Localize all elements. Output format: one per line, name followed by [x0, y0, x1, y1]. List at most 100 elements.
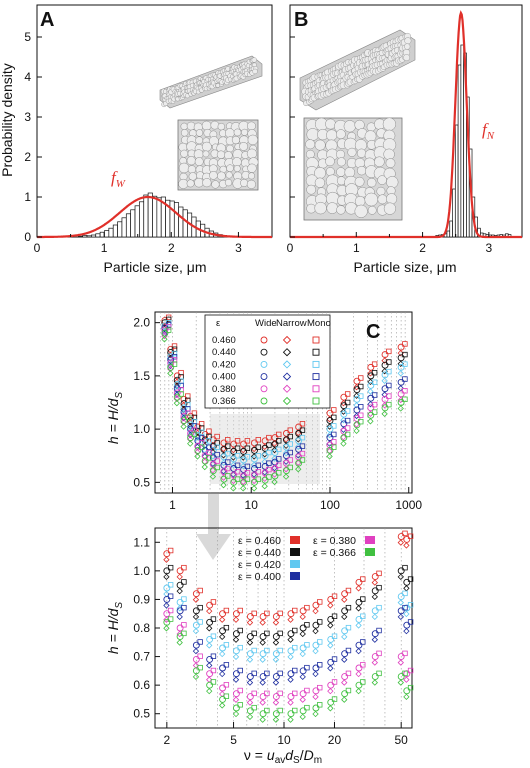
- data-point: [261, 452, 269, 460]
- data-point: [240, 485, 247, 492]
- histogram-bar: [134, 205, 140, 238]
- data-point: [312, 693, 319, 701]
- data-point: [234, 476, 241, 482]
- data-point: [276, 456, 282, 462]
- y-tick-label: 1.0: [133, 564, 150, 578]
- data-point: [246, 613, 254, 621]
- data-point: [376, 570, 382, 577]
- data-point: [367, 388, 374, 395]
- data-point: [299, 707, 307, 715]
- data-point: [407, 684, 414, 691]
- histogram-bar: [173, 202, 180, 238]
- particle: [201, 141, 212, 152]
- data-point: [381, 385, 389, 393]
- particle: [306, 184, 317, 195]
- y-tick-label: 0.5: [133, 475, 150, 489]
- data-point: [299, 624, 307, 632]
- data-point: [287, 699, 294, 706]
- histogram-bar: [112, 224, 118, 238]
- data-point: [259, 699, 266, 706]
- data-point: [371, 630, 379, 638]
- data-point: [161, 322, 169, 330]
- data-point: [206, 428, 212, 434]
- data-point: [271, 478, 278, 486]
- data-point: [246, 656, 254, 663]
- particle: [364, 192, 379, 207]
- data-point: [376, 670, 382, 677]
- fit-curve-line: [290, 10, 522, 239]
- data-point: [381, 395, 389, 403]
- y-tick-label: 0: [24, 230, 31, 244]
- data-point: [304, 622, 310, 628]
- data-point: [371, 653, 379, 661]
- data-point: [191, 431, 198, 438]
- data-point: [230, 471, 237, 478]
- data-point: [327, 642, 334, 649]
- particle: [226, 164, 234, 172]
- histogram-bar: [446, 230, 451, 238]
- data-point: [271, 440, 279, 448]
- x-tick-label: 1: [353, 241, 360, 255]
- data-point: [206, 662, 213, 669]
- data-point: [210, 667, 217, 674]
- data-point: [292, 707, 298, 714]
- data-point: [209, 473, 217, 480]
- y-tick-label: 1.0: [133, 422, 150, 436]
- data-point: [271, 464, 278, 472]
- legend-wide-marker: [260, 360, 268, 368]
- data-point: [344, 431, 351, 438]
- data-point: [331, 423, 337, 429]
- data-point: [304, 704, 310, 711]
- data-point: [358, 383, 364, 390]
- data-point: [225, 459, 231, 465]
- data-point: [367, 382, 375, 389]
- data-point: [295, 466, 302, 473]
- data-point: [397, 399, 405, 406]
- data-point: [232, 676, 240, 683]
- data-point: [327, 602, 334, 609]
- legend-header-mono: Mono: [307, 318, 331, 329]
- data-point: [299, 713, 306, 721]
- data-point: [397, 370, 404, 377]
- data-point: [219, 684, 227, 692]
- data-point: [326, 417, 334, 425]
- data-point: [223, 662, 230, 668]
- data-point: [198, 429, 205, 436]
- legend-narrow-marker: [282, 360, 292, 369]
- data-point: [244, 438, 251, 444]
- data-point: [397, 378, 405, 386]
- data-point: [397, 354, 405, 362]
- data-point: [180, 417, 188, 425]
- legend-wide-marker: [260, 336, 268, 344]
- histogram-bar: [121, 217, 127, 238]
- data-point: [255, 476, 261, 482]
- data-point: [206, 618, 214, 626]
- data-point: [232, 610, 240, 618]
- bottom-legend-swatch: [290, 572, 300, 580]
- data-point: [397, 599, 404, 606]
- legend-wide-marker: [260, 397, 268, 405]
- data-point: [312, 670, 319, 678]
- data-point: [255, 437, 261, 443]
- panel-a-ylabel: Probability density: [0, 63, 15, 177]
- data-point: [237, 687, 243, 694]
- data-point: [272, 710, 280, 718]
- data-point: [345, 670, 352, 677]
- data-point: [353, 386, 361, 394]
- particle: [404, 43, 411, 50]
- bottom-legend-swatch: [290, 536, 300, 544]
- data-point: [219, 644, 227, 652]
- data-point: [402, 590, 408, 597]
- data-point: [246, 713, 254, 721]
- particle: [343, 120, 356, 133]
- data-point: [402, 376, 408, 382]
- data-point: [192, 607, 200, 615]
- data-point: [173, 376, 181, 384]
- panel-a-label: A: [40, 9, 54, 31]
- data-point: [218, 616, 226, 623]
- data-point: [327, 681, 335, 689]
- data-point: [355, 598, 363, 606]
- data-point: [259, 633, 267, 641]
- data-point: [251, 647, 257, 654]
